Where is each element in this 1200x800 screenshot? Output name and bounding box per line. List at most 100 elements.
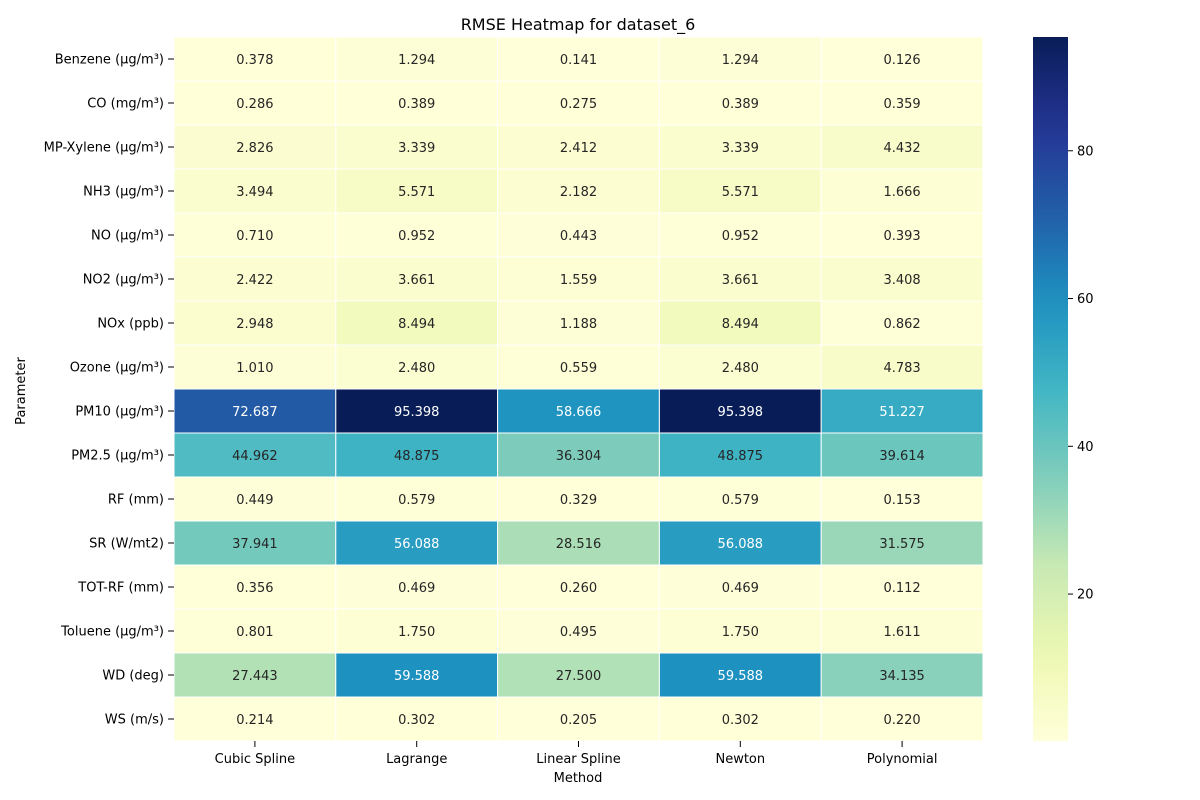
heatmap-cell xyxy=(173,80,337,126)
cell-value-label: 0.126 xyxy=(883,53,920,68)
row-label: NO (µg/m³) xyxy=(91,229,164,244)
heatmap-cell xyxy=(173,476,337,522)
cell-value-label: 37.941 xyxy=(232,537,278,552)
cell-value-label: 4.783 xyxy=(883,361,920,376)
heatmap-cell xyxy=(173,344,337,390)
heatmap-cell xyxy=(497,432,660,478)
cell-value-label: 3.661 xyxy=(398,273,435,288)
cell-value-label: 0.469 xyxy=(398,581,435,596)
x-axis-label: Method xyxy=(554,771,603,786)
heatmap-cell xyxy=(658,168,822,214)
column-labels: Cubic Spline Lagrange Linear Spline Newton P… xyxy=(215,741,938,767)
cell-value-label: 1.010 xyxy=(236,361,273,376)
cell-value-label: 39.614 xyxy=(879,449,925,464)
heatmap-cell xyxy=(335,124,499,170)
heatmap-cell xyxy=(820,344,984,390)
heatmap-cell xyxy=(335,36,499,82)
cell-value-label: 1.559 xyxy=(560,273,597,288)
cell-value-label: 8.494 xyxy=(398,317,435,332)
cell-value-label: 5.571 xyxy=(398,185,435,200)
heatmap-cell xyxy=(335,256,499,302)
cell-value-label: 0.359 xyxy=(883,97,920,112)
heatmap-cell xyxy=(497,388,660,434)
cell-value-label: 34.135 xyxy=(879,669,925,684)
row-label: WD (deg) xyxy=(102,669,164,684)
cell-value-label: 0.449 xyxy=(236,493,273,508)
heatmap-cell xyxy=(658,36,822,82)
heatmap-cell xyxy=(497,476,660,522)
colorbar-tick-label: 40 xyxy=(1077,440,1094,455)
row-label: NH3 (µg/m³) xyxy=(83,185,164,200)
cell-value-label: 0.443 xyxy=(560,229,597,244)
heatmap-cell xyxy=(820,432,984,478)
heatmap-cell xyxy=(820,80,984,126)
heatmap-cell xyxy=(173,300,337,346)
column-label: Lagrange xyxy=(386,752,447,767)
heatmap-cell xyxy=(820,652,984,698)
cell-value-label: 1.750 xyxy=(722,625,759,640)
cell-value-label: 0.112 xyxy=(883,581,920,596)
cell-value-label: 0.710 xyxy=(236,229,273,244)
cell-value-label: 48.875 xyxy=(718,449,764,464)
row-label: NO2 (µg/m³) xyxy=(83,273,164,288)
heatmap-cell xyxy=(820,608,984,654)
cell-value-label: 0.952 xyxy=(722,229,759,244)
heatmap-cell xyxy=(658,652,822,698)
cell-value-label: 3.661 xyxy=(722,273,759,288)
cell-value-label: 44.962 xyxy=(232,449,278,464)
cell-value-label: 27.443 xyxy=(232,669,278,684)
colorbar-tick-label: 20 xyxy=(1077,588,1094,603)
row-label: RF (mm) xyxy=(108,493,164,508)
row-label: CO (mg/m³) xyxy=(87,97,164,112)
y-axis-label: Parameter xyxy=(14,357,29,425)
heatmap-cell xyxy=(497,344,660,390)
cell-value-label: 2.422 xyxy=(236,273,273,288)
cell-value-label: 1.294 xyxy=(398,53,435,68)
colorbar-tick-label: 60 xyxy=(1077,292,1094,307)
heatmap-cell xyxy=(335,432,499,478)
cell-value-label: 2.412 xyxy=(560,141,597,156)
cell-value-label: 2.948 xyxy=(236,317,273,332)
cell-value-label: 0.378 xyxy=(236,53,273,68)
cell-value-label: 95.398 xyxy=(394,405,440,420)
cell-value-label: 0.329 xyxy=(560,493,597,508)
heatmap-cell xyxy=(497,652,660,698)
cell-value-label: 3.408 xyxy=(883,273,920,288)
cell-value-label: 0.302 xyxy=(722,713,759,728)
row-label: MP-Xylene (µg/m³) xyxy=(44,141,164,156)
heatmap-cell xyxy=(173,432,337,478)
heatmap-cell xyxy=(335,168,499,214)
cell-value-label: 0.286 xyxy=(236,97,273,112)
heatmap-cell xyxy=(820,212,984,258)
column-label: Polynomial xyxy=(867,752,938,767)
row-label: TOT-RF (mm) xyxy=(77,581,164,596)
cell-value-label: 1.294 xyxy=(722,53,759,68)
heatmap-cell xyxy=(335,696,499,742)
cell-value-label: 2.480 xyxy=(398,361,435,376)
cell-value-label: 56.088 xyxy=(394,537,440,552)
heatmap-cell xyxy=(335,652,499,698)
cell-value-label: 0.220 xyxy=(883,713,920,728)
column-label: Cubic Spline xyxy=(215,752,295,767)
cell-value-label: 8.494 xyxy=(722,317,759,332)
heatmap-cell xyxy=(497,256,660,302)
heatmap-cell xyxy=(820,124,984,170)
heatmap-cell xyxy=(658,608,822,654)
cell-value-label: 0.260 xyxy=(560,581,597,596)
cell-value-label: 5.571 xyxy=(722,185,759,200)
heatmap-cell xyxy=(820,476,984,522)
chart-title: RMSE Heatmap for dataset_6 xyxy=(461,15,696,35)
heatmap-cell xyxy=(820,388,984,434)
cell-value-label: 0.275 xyxy=(560,97,597,112)
heatmap-cell xyxy=(497,212,660,258)
cell-value-label: 4.432 xyxy=(883,141,920,156)
cell-value-label: 0.153 xyxy=(883,493,920,508)
row-labels: Benzene (µg/m³) CO (mg/m³) MP-Xylene (µg/m… xyxy=(44,53,174,728)
heatmap-cell xyxy=(658,432,822,478)
heatmap-cell xyxy=(335,344,499,390)
cell-value-label: 0.302 xyxy=(398,713,435,728)
heatmap-cell xyxy=(173,212,337,258)
cell-value-label: 2.826 xyxy=(236,141,273,156)
cell-value-label: 0.801 xyxy=(236,625,273,640)
